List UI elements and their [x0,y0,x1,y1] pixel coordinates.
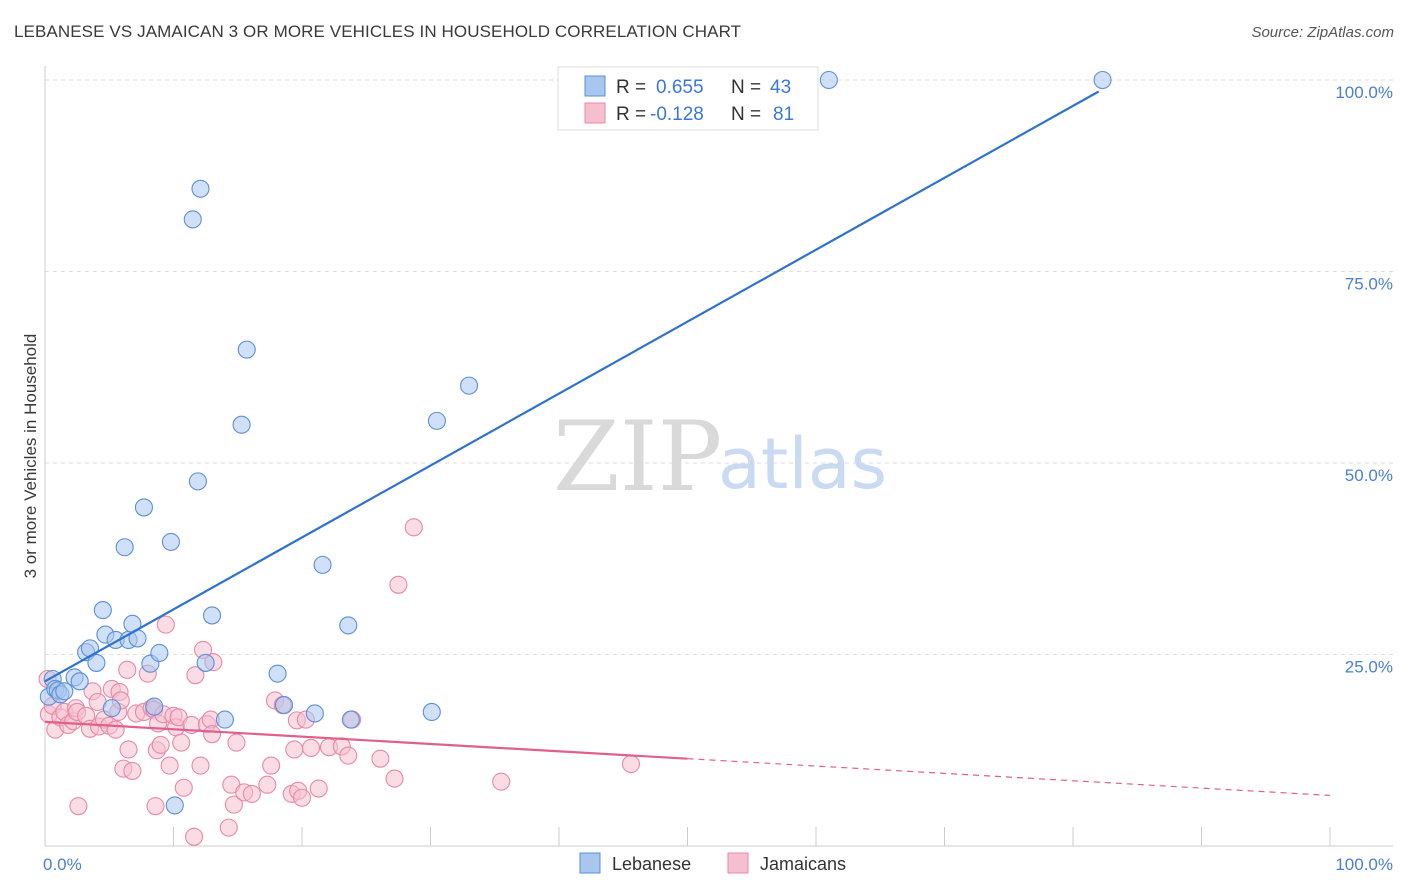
point-lebanese-13 [102,699,121,718]
point-jamaicans-46 [186,666,205,685]
watermark-zip: ZIP [553,401,722,513]
legend-r-label-jamaicans: R = [616,104,646,125]
point-jamaicans-79 [492,772,511,791]
point-lebanese-10 [87,653,106,672]
point-lebanese-38 [341,710,360,729]
trend-line-extension-jamaicans [687,758,1331,797]
point-lebanese-37 [339,616,358,635]
point-jamaicans-32 [146,797,165,816]
point-lebanese-27 [188,472,207,491]
point-jamaicans-58 [242,784,261,803]
point-jamaicans-45 [185,827,204,846]
point-lebanese-36 [313,555,332,574]
point-lebanese-29 [203,606,222,625]
point-lebanese-11 [93,601,112,620]
point-jamaicans-69 [301,738,321,758]
y-tick-label-1: 50.0% [1345,466,1393,485]
point-jamaicans-70 [309,779,328,798]
axes [44,66,1393,847]
watermark-atlas: atlas [718,423,887,505]
point-lebanese-28 [196,653,215,672]
point-lebanese-30 [215,710,234,729]
legend-r-value-jamaicans: -0.128 [650,104,704,125]
point-jamaicans-53 [219,818,238,837]
data-points [38,70,1112,846]
x-tick-label-max: 100.0% [1335,855,1393,874]
watermark: ZIP atlas [553,401,887,513]
point-jamaicans-47 [191,756,210,775]
point-lebanese-42 [819,70,838,90]
legend-swatch-jamaicans [584,102,606,124]
legend-box: R = 0.655 N = 43 R = -0.128 N = 81 [557,66,819,131]
point-lebanese-25 [183,210,202,229]
grid-lines [45,79,1393,655]
y-tick-labels: 25.0% 50.0% 75.0% 100.0% [1335,83,1393,677]
point-jamaicans-59 [258,775,277,794]
point-jamaicans-19 [106,720,125,739]
bottom-legend: Lebanese Jamaicans [579,852,846,874]
point-lebanese-33 [268,664,287,683]
y-tick-label-3: 100.0% [1335,83,1393,102]
point-lebanese-22 [150,643,169,663]
point-jamaicans-35 [151,735,170,754]
point-lebanese-19 [134,498,153,517]
point-jamaicans-37 [156,615,175,634]
point-jamaicans-55 [224,795,243,814]
trend-line-jamaicans [44,720,688,760]
chart-title: LEBANESE VS JAMAICAN 3 OR MORE VEHICLES … [14,22,742,41]
legend-r-label-lebanese: R = [616,77,646,98]
point-lebanese-7 [70,672,89,691]
legend-n-label-jamaicans: N = [731,104,761,125]
trend-lines [44,90,1331,797]
y-tick-label-2: 75.0% [1345,275,1393,294]
trend-line-lebanese [44,90,1100,683]
legend-n-value-jamaicans: 81 [773,104,794,125]
legend-n-value-lebanese: 43 [770,77,791,98]
point-jamaicans-51 [203,725,222,744]
point-jamaicans-43 [174,778,193,797]
point-jamaicans-25 [119,740,138,759]
y-axis-label: 3 or more Vehicles in Household [21,334,40,579]
point-lebanese-31 [232,415,251,434]
point-jamaicans-10 [69,797,88,816]
point-lebanese-39 [422,702,441,722]
point-jamaicans-60 [262,756,281,775]
point-lebanese-15 [115,538,134,557]
point-lebanese-43 [1093,70,1112,90]
bottom-legend-swatch-jamaicans [727,852,749,874]
point-jamaicans-24 [118,660,137,679]
point-lebanese-32 [237,340,256,359]
point-jamaicans-67 [292,788,312,807]
point-lebanese-41 [459,376,479,395]
point-jamaicans-73 [339,746,358,765]
point-jamaicans-75 [371,749,390,768]
point-jamaicans-64 [285,740,304,759]
point-jamaicans-42 [172,733,191,752]
legend-swatch-lebanese [584,75,606,97]
point-jamaicans-26 [123,761,142,780]
point-lebanese-24 [165,796,184,815]
legend-r-value-lebanese: 0.655 [656,77,704,98]
point-lebanese-21 [145,697,164,716]
bottom-legend-swatch-lebanese [579,852,601,874]
bottom-legend-jamaicans: Jamaicans [760,854,846,874]
point-jamaicans-76 [385,769,404,788]
x-tick-label-min: 0.0% [43,855,82,874]
bottom-legend-lebanese: Lebanese [612,854,691,874]
point-lebanese-34 [274,696,294,715]
y-tick-label-0: 25.0% [1345,658,1393,677]
point-lebanese-35 [305,704,324,723]
point-jamaicans-78 [404,518,423,537]
source-credit: Source: ZipAtlas.com [1251,24,1394,41]
point-lebanese-26 [191,179,210,198]
legend-n-label-lebanese: N = [731,77,761,98]
point-jamaicans-77 [389,575,408,594]
point-lebanese-40 [427,411,446,430]
point-lebanese-5 [55,682,74,701]
point-lebanese-23 [161,532,180,551]
point-jamaicans-56 [227,733,246,752]
point-jamaicans-80 [621,754,641,774]
point-jamaicans-38 [160,756,179,775]
